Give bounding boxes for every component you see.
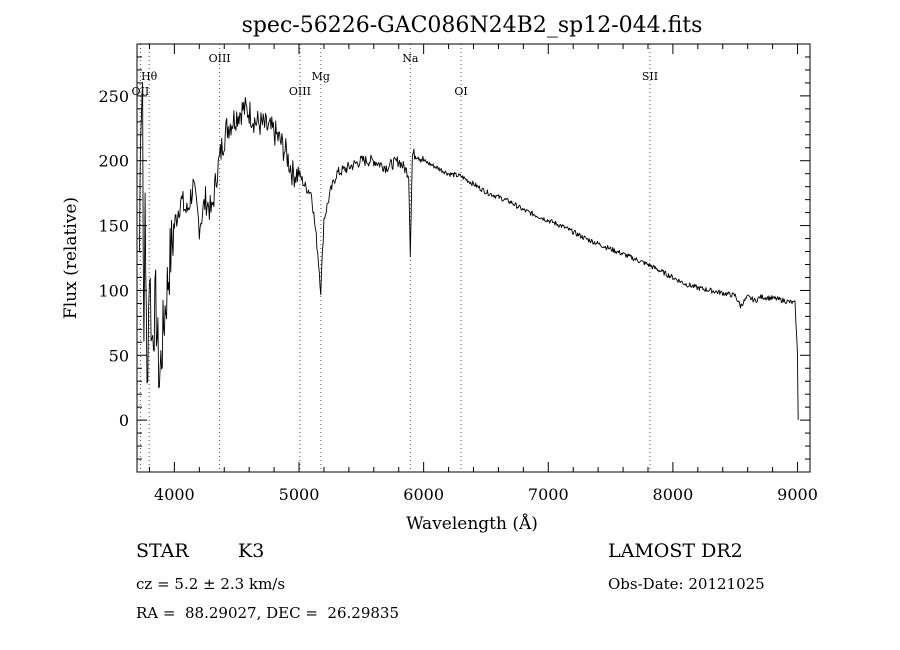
- y-axis-label: Flux (relative): [61, 197, 81, 319]
- line-label-6: OI: [454, 85, 467, 98]
- coordinates: RA = 88.29027, DEC = 26.29835: [136, 604, 400, 622]
- y-tick-label-5: 250: [98, 87, 129, 106]
- plot-frame: [136, 43, 811, 473]
- x-tick-label-2: 6000: [403, 485, 444, 504]
- chart-title: spec-56226-GAC086N24B2_sp12-044.fits: [242, 13, 703, 38]
- y-tick-label-3: 150: [98, 217, 129, 236]
- line-label-4: Mg: [312, 70, 330, 83]
- object-class: STAR: [136, 540, 189, 562]
- object-subclass: K3: [238, 540, 265, 562]
- x-tick-label-1: 5000: [279, 485, 320, 504]
- observation-date: Obs-Date: 20121025: [608, 575, 765, 593]
- y-tick-label-2: 100: [98, 281, 129, 300]
- line-label-2: OIII: [209, 52, 231, 65]
- y-tick-label-1: 50: [109, 346, 129, 365]
- spectrum-layer: [139, 82, 799, 421]
- x-tick-label-4: 8000: [653, 485, 694, 504]
- y-tick-label-0: 0: [119, 411, 129, 430]
- line-label-7: SII: [642, 70, 658, 83]
- x-axis-label: Wavelength (Å): [406, 513, 538, 534]
- line-label-5: Na: [402, 52, 419, 65]
- line-label-1: Hθ: [141, 70, 158, 83]
- spectrum-series: [139, 82, 799, 421]
- line-label-0: OII: [132, 85, 150, 98]
- x-tick-label-0: 4000: [154, 485, 195, 504]
- survey-name: LAMOST DR2: [608, 540, 743, 562]
- redshift-velocity: cz = 5.2 ± 2.3 km/s: [136, 575, 286, 593]
- x-tick-label-5: 9000: [777, 485, 818, 504]
- y-tick-label-4: 200: [98, 152, 129, 171]
- line-label-3: OIII: [289, 85, 311, 98]
- axis-ticks: 4000 5000 6000 7000 8000 9000 0 50 100 150 200 250: [98, 44, 818, 504]
- x-tick-label-3: 7000: [528, 485, 569, 504]
